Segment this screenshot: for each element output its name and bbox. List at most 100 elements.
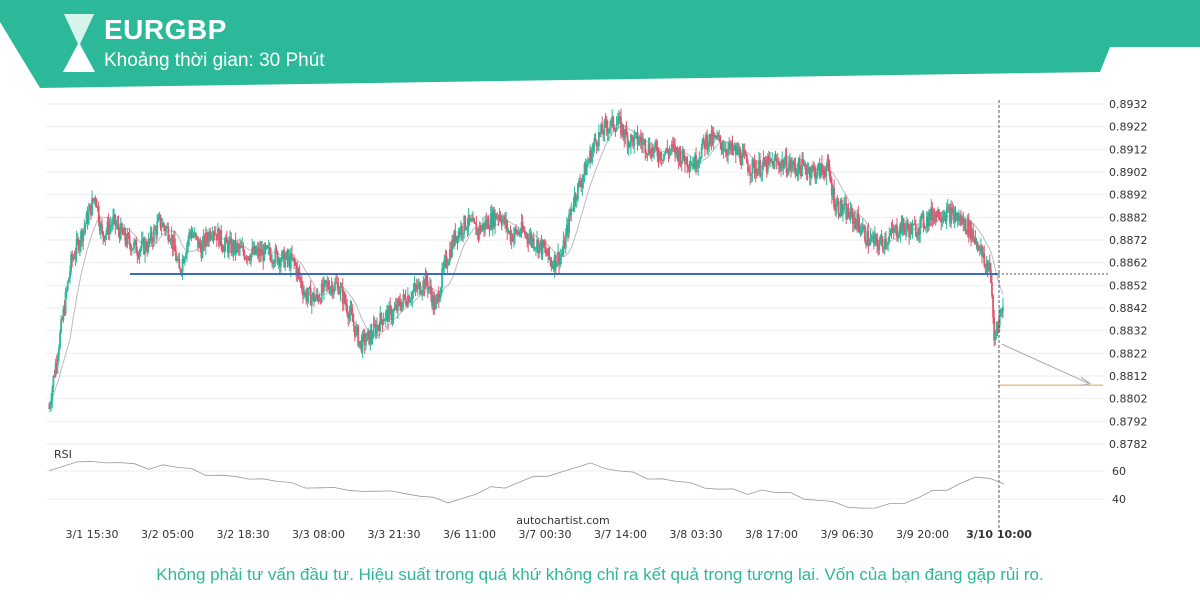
candle-body [822,169,824,171]
candle-body [408,295,410,303]
candle-body [203,236,206,248]
candle-body [161,223,164,227]
candle-body [451,240,453,257]
candle-body [966,219,969,234]
candle-body [936,209,939,217]
candle-body [512,235,515,242]
candle-body [980,245,982,248]
candle-body [972,230,975,239]
candle-body [971,230,973,241]
candle-body [927,216,929,227]
candle-body [891,227,894,231]
candle-body [956,212,959,222]
candle-body [58,348,60,357]
candle-body [135,239,138,254]
chart-header: EURGBP Khoảng thời gian: 30 Phút [0,0,1200,90]
candle-body [148,239,151,241]
candle-body [505,220,508,226]
candle-body [844,203,847,205]
candle-body [718,136,721,138]
y-tick-label: 0.8832 [1109,325,1148,338]
candle-body [583,163,586,176]
candle-body [850,208,853,213]
candle-body [650,147,653,158]
candle-body [779,165,781,170]
candle-body [81,231,84,242]
x-tick-label: 3/8 17:00 [745,528,798,541]
candle-body [649,153,652,158]
candle-body [80,231,82,244]
candle-body [677,152,680,162]
candle-body [719,136,722,143]
candle-body [706,134,708,150]
candle-body [978,247,981,251]
candle-body [367,330,370,333]
candle-body [194,233,197,236]
candle-body [701,138,704,148]
candle-body [126,233,129,245]
candle-body [898,234,901,237]
candle-body [847,208,850,217]
candle-body [815,175,818,180]
candle-body [211,235,214,237]
candle-body [882,246,885,249]
candle-body [823,169,826,175]
candle-body [76,239,79,241]
candle-body [613,128,616,130]
candle-body [181,258,184,272]
candle-body [453,231,456,247]
candle-body [811,166,813,174]
candle-body [317,296,320,302]
candle-body [77,240,80,251]
candle-body [762,158,765,165]
candle-body [857,213,860,224]
candle-body [189,231,192,233]
candle-body [590,150,593,162]
candle-body [316,294,319,297]
candle-body [669,149,672,151]
candle-body [489,213,492,230]
candle-body [508,231,511,233]
candle-body [910,223,913,235]
candle-body [625,128,628,135]
candle-body [393,308,396,311]
candle-body [816,166,819,176]
candle-body [923,226,926,228]
candle-body [716,135,718,139]
candle-body [570,209,573,215]
candle-body [860,231,863,233]
candle-body [748,171,750,173]
candle-body [295,264,298,276]
candle-body [987,262,990,271]
candle-body [65,289,68,292]
candle-body [286,252,289,261]
candle-body [421,291,424,294]
candle-body [611,116,614,120]
candle-body [510,234,513,242]
candle-body [747,163,749,172]
candle-body [519,233,522,235]
candle-body [146,249,149,252]
candle-body [626,134,629,148]
candle-body [196,235,198,238]
candle-body [438,296,441,302]
candle-body [263,244,266,261]
candle-body [415,287,418,290]
candle-body [813,167,816,169]
candle-body [201,243,204,258]
candle-body [666,148,669,152]
candle-body [218,228,220,247]
candle-body [756,169,759,176]
candle-body [169,240,172,242]
candle-body [56,356,59,366]
candle-body [846,208,849,220]
candle-body [302,288,304,296]
candle-body [82,230,85,242]
candle-body [610,119,612,128]
candle-body [212,232,215,236]
candle-body [763,158,766,166]
candle-body [690,164,693,166]
candle-body [801,159,803,177]
candle-body [264,244,267,249]
candle-body [359,340,362,342]
